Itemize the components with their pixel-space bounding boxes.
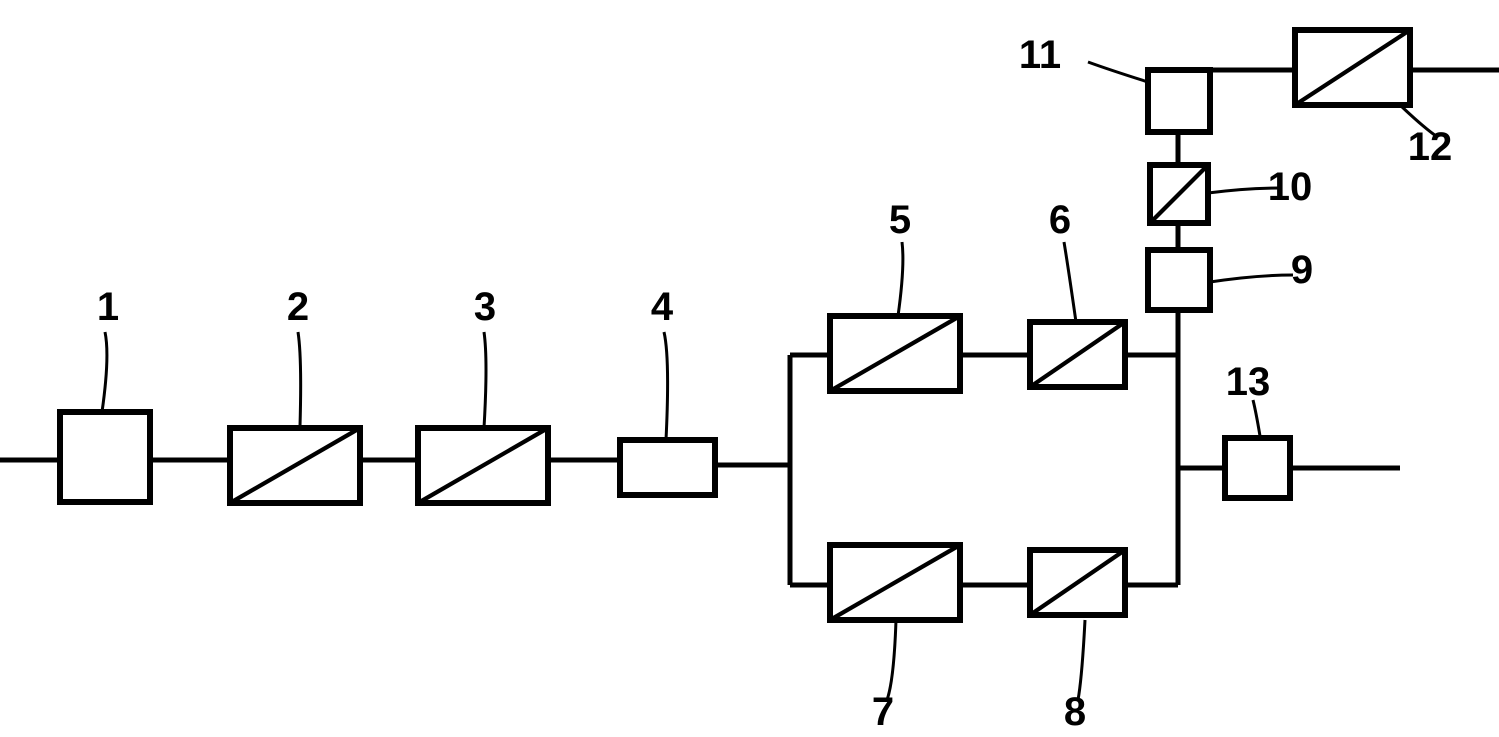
node-n8 [1030, 550, 1125, 615]
label-l9: 9 [1291, 248, 1313, 292]
node-n6 [1030, 322, 1125, 387]
label-l2: 2 [287, 285, 309, 329]
node-rect-n13 [1225, 438, 1290, 498]
node-n13 [1225, 438, 1290, 498]
label-l8: 8 [1064, 690, 1086, 734]
node-n1 [60, 412, 150, 502]
node-n5 [830, 316, 960, 391]
node-rect-n9 [1148, 250, 1210, 310]
node-n7 [830, 545, 960, 620]
label-l4: 4 [651, 285, 674, 329]
node-n2 [230, 428, 360, 503]
label-l6: 6 [1049, 198, 1071, 242]
node-rect-n1 [60, 412, 150, 502]
label-l5: 5 [889, 198, 911, 242]
node-rect-n4 [620, 440, 715, 495]
node-n11 [1148, 70, 1210, 132]
canvas-bg [0, 0, 1499, 737]
node-n3 [418, 428, 548, 503]
node-n10 [1150, 165, 1208, 223]
node-n12 [1295, 30, 1410, 105]
label-l7: 7 [872, 690, 894, 734]
label-l11: 11 [1019, 33, 1061, 77]
label-l12: 12 [1408, 125, 1453, 169]
node-rect-n11 [1148, 70, 1210, 132]
label-l13: 13 [1226, 360, 1271, 404]
label-l10: 10 [1268, 165, 1313, 209]
block-diagram: 12345678910111213 [0, 0, 1499, 737]
node-n4 [620, 440, 715, 495]
label-l3: 3 [474, 285, 496, 329]
node-n9 [1148, 250, 1210, 310]
label-l1: 1 [97, 285, 119, 329]
